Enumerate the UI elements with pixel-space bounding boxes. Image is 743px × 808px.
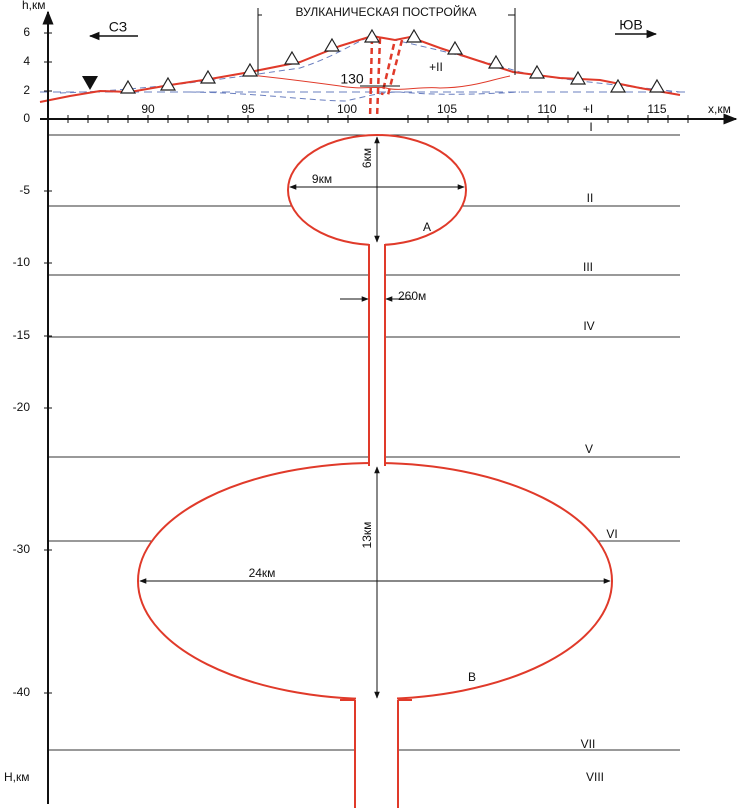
y-tick-label: 6 <box>23 25 30 39</box>
title: ВУЛКАНИЧЕСКАЯ ПОСТРОЙКА <box>296 4 477 19</box>
dimension-label: 9км <box>312 172 332 186</box>
dimension-label: 24км <box>249 566 276 580</box>
layer-label: VII <box>581 737 596 751</box>
axis-title: x,км <box>708 102 731 116</box>
station <box>324 38 340 52</box>
dimension-label: 13км <box>360 522 374 549</box>
annotation: 130 <box>340 71 364 87</box>
lower-conduit <box>355 690 398 808</box>
trend-line <box>59 35 681 94</box>
layer-label: III <box>583 260 593 274</box>
dimensions: 6км 9км 260м 13км 24км A B <box>139 136 611 699</box>
layer-label: V <box>585 442 593 456</box>
chamber-label: B <box>468 670 476 684</box>
station <box>649 79 665 93</box>
station <box>242 63 258 77</box>
direction-label: ЮВ <box>619 17 642 33</box>
neck-gap <box>356 693 397 705</box>
dimension-label: 260м <box>398 289 426 303</box>
y-tick-label: -30 <box>13 542 31 556</box>
y-tick-label: 2 <box>23 83 30 97</box>
trend-line <box>189 91 521 102</box>
station <box>200 70 216 84</box>
x-tick-label: 105 <box>437 102 457 116</box>
upper-conduit <box>369 238 385 468</box>
relief-line <box>249 74 511 90</box>
annotation: +II <box>429 60 443 74</box>
y-ticks <box>44 32 52 694</box>
y-tick-label: -20 <box>13 400 31 414</box>
y-tick-label: 4 <box>23 54 30 68</box>
x-ticks <box>67 115 689 123</box>
axes: h,км H,км x,км 6 4 2 0 -5 -10 -15 -20 -3… <box>4 0 738 804</box>
fault <box>380 43 396 96</box>
layer-labels: I II III IV V VI VII VIII <box>581 120 618 784</box>
layer-label: I <box>589 120 592 134</box>
y-tick-label: 0 <box>23 111 30 125</box>
x-tick-label: 95 <box>241 102 255 116</box>
chamber-label: A <box>423 220 431 234</box>
station <box>529 65 545 79</box>
station <box>120 80 136 94</box>
fault <box>375 37 382 120</box>
annotation: +I <box>583 102 593 116</box>
x-tick-label: 115 <box>647 102 666 116</box>
well-marker <box>82 76 98 90</box>
y-tick-label: -5 <box>19 183 30 197</box>
fault <box>386 39 404 96</box>
magma-system <box>137 134 613 808</box>
fault <box>368 37 374 120</box>
station <box>488 55 504 69</box>
layer-label: VI <box>606 527 617 541</box>
topography: 130 +II +I <box>39 29 690 120</box>
title-bg <box>262 4 508 21</box>
y-tick-label: -15 <box>13 328 31 342</box>
direction-label: СЗ <box>109 19 127 35</box>
header: ВУЛКАНИЧЕСКАЯ ПОСТРОЙКА СЗ ЮВ <box>88 4 658 75</box>
layer-label: II <box>587 191 594 205</box>
y-tick-label: -10 <box>13 255 31 269</box>
station <box>447 41 463 55</box>
axis-title: H,км <box>4 770 30 784</box>
axis-title: h,км <box>22 0 46 12</box>
x-tick-label: 110 <box>537 102 556 116</box>
x-tick-label: 90 <box>141 102 155 116</box>
dimension-label: 6км <box>360 148 374 168</box>
x-tick-label: 100 <box>337 102 357 116</box>
layer-label: IV <box>583 319 594 333</box>
layer-label: VIII <box>586 770 604 784</box>
station <box>284 51 300 65</box>
station <box>406 29 422 43</box>
y-tick-label: -40 <box>13 685 31 699</box>
